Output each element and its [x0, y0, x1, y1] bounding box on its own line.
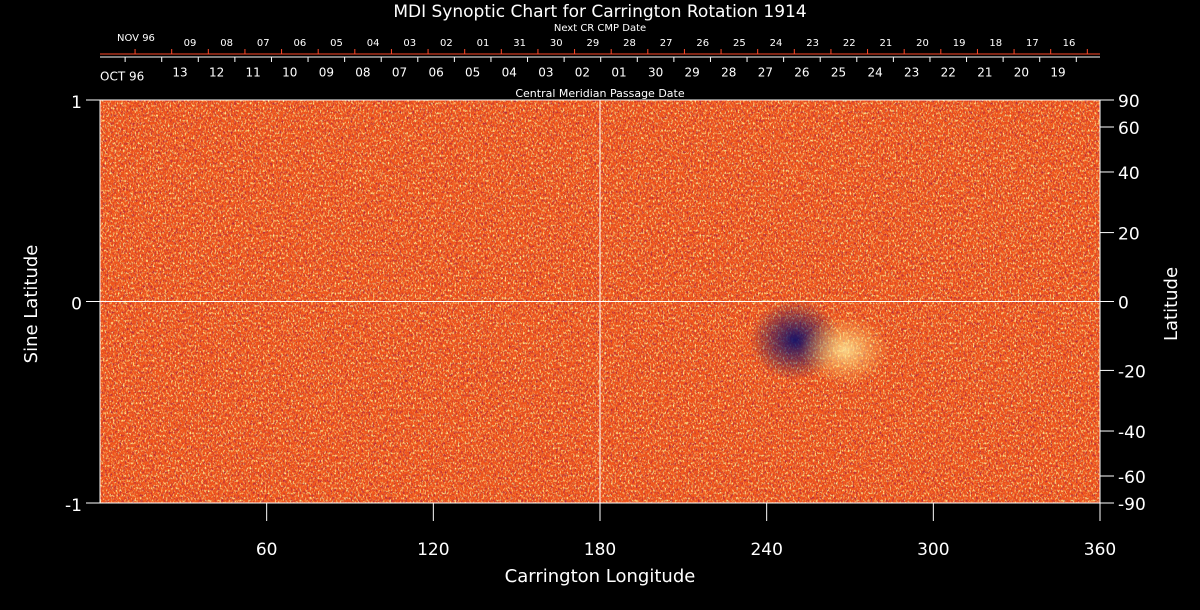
x-tick-label: 180 — [584, 540, 616, 560]
y2-tick-label: -20 — [1118, 362, 1146, 382]
x-tick-label: 120 — [417, 540, 449, 560]
x-axis-label: Carrington Longitude — [505, 566, 696, 587]
y2-tick-label: 40 — [1118, 164, 1140, 184]
cmp-date-label: 12 — [209, 66, 224, 80]
cmp-date-label: 28 — [721, 66, 736, 80]
next-cmp-date-start: NOV 96 — [117, 33, 155, 44]
next-cmp-date-label: 09 — [184, 38, 197, 49]
cmp-date-label: 09 — [319, 66, 334, 80]
y2-axis-label: Latitude — [1161, 267, 1182, 341]
y2-tick-label: 0 — [1118, 294, 1129, 314]
y-tick-label: 0 — [71, 295, 82, 315]
x-tick-label: 60 — [256, 540, 278, 560]
x-tick-label: 240 — [750, 540, 782, 560]
y2-tick-label: 90 — [1118, 92, 1140, 112]
next-cmp-date-label: 02 — [440, 38, 453, 49]
next-cmp-date-label: 28 — [623, 38, 636, 49]
next-cmp-date-label: 23 — [806, 38, 819, 49]
cmp-date-start: OCT 96 — [100, 70, 144, 84]
next-cmp-date-label: 08 — [220, 38, 233, 49]
next-cmp-date-label: 19 — [953, 38, 966, 49]
next-cmp-date-label: Next CR CMP Date — [554, 23, 646, 34]
next-cmp-date-label: 26 — [696, 38, 709, 49]
cmp-date-label: 07 — [392, 66, 407, 80]
y-axis-label: Sine Latitude — [21, 245, 42, 364]
y2-tick-label: 20 — [1118, 225, 1140, 245]
cmp-date-label: Central Meridian Passage Date — [515, 87, 684, 100]
next-cmp-date-label: 16 — [1063, 38, 1076, 49]
y-tick-label: -1 — [65, 496, 82, 516]
cmp-date-label: 26 — [794, 66, 809, 80]
cmp-date-label: 20 — [1014, 66, 1029, 80]
next-cmp-date-label: 31 — [513, 38, 526, 49]
next-cmp-date-label: 07 — [257, 38, 270, 49]
next-cmp-date-label: 05 — [330, 38, 343, 49]
cmp-date-label: 24 — [867, 66, 882, 80]
cmp-date-label: 06 — [428, 66, 443, 80]
cmp-date-label: 03 — [538, 66, 553, 80]
next-cmp-date-label: 25 — [733, 38, 746, 49]
cmp-date-label: 13 — [172, 66, 187, 80]
next-cmp-date-label: 06 — [294, 38, 307, 49]
cmp-date-label: 25 — [831, 66, 846, 80]
cmp-date-label: 05 — [465, 66, 480, 80]
next-cmp-date-label: 20 — [916, 38, 929, 49]
cmp-date-label: 04 — [502, 66, 517, 80]
next-cmp-date-label: 27 — [660, 38, 673, 49]
cmp-date-label: 23 — [904, 66, 919, 80]
next-cmp-date-label: 18 — [989, 38, 1002, 49]
y2-tick-label: -40 — [1118, 423, 1146, 443]
y2-tick-label: -60 — [1118, 468, 1146, 488]
y2-tick-label: 60 — [1118, 119, 1140, 139]
active-region-positive — [800, 315, 890, 385]
cmp-date-label: 29 — [685, 66, 700, 80]
next-cmp-date-label: 29 — [587, 38, 600, 49]
cmp-date-label: 21 — [977, 66, 992, 80]
next-cmp-date-label: 30 — [550, 38, 563, 49]
next-cmp-date-label: 24 — [770, 38, 783, 49]
cmp-date-label: 30 — [648, 66, 663, 80]
cmp-date-label: 11 — [246, 66, 261, 80]
next-cmp-date-label: 03 — [403, 38, 416, 49]
x-tick-label: 300 — [917, 540, 949, 560]
cmp-date-label: 10 — [282, 66, 297, 80]
cmp-date-label: 27 — [758, 66, 773, 80]
cmp-date-label: 01 — [611, 66, 626, 80]
cmp-date-label: 02 — [575, 66, 590, 80]
next-cmp-date-label: 17 — [1026, 38, 1039, 49]
y2-tick-label: -90 — [1118, 495, 1146, 515]
next-cmp-date-label: 04 — [367, 38, 380, 49]
next-cmp-date-label: 01 — [477, 38, 490, 49]
next-cmp-date-label: 22 — [843, 38, 856, 49]
cmp-date-label: 22 — [941, 66, 956, 80]
next-cmp-date-label: 21 — [880, 38, 893, 49]
y-tick-label: 1 — [71, 93, 82, 113]
chart-title: MDI Synoptic Chart for Carrington Rotati… — [393, 2, 806, 22]
cmp-date-label: 19 — [1050, 66, 1065, 80]
cmp-date-label: 08 — [355, 66, 370, 80]
x-tick-label: 360 — [1084, 540, 1116, 560]
